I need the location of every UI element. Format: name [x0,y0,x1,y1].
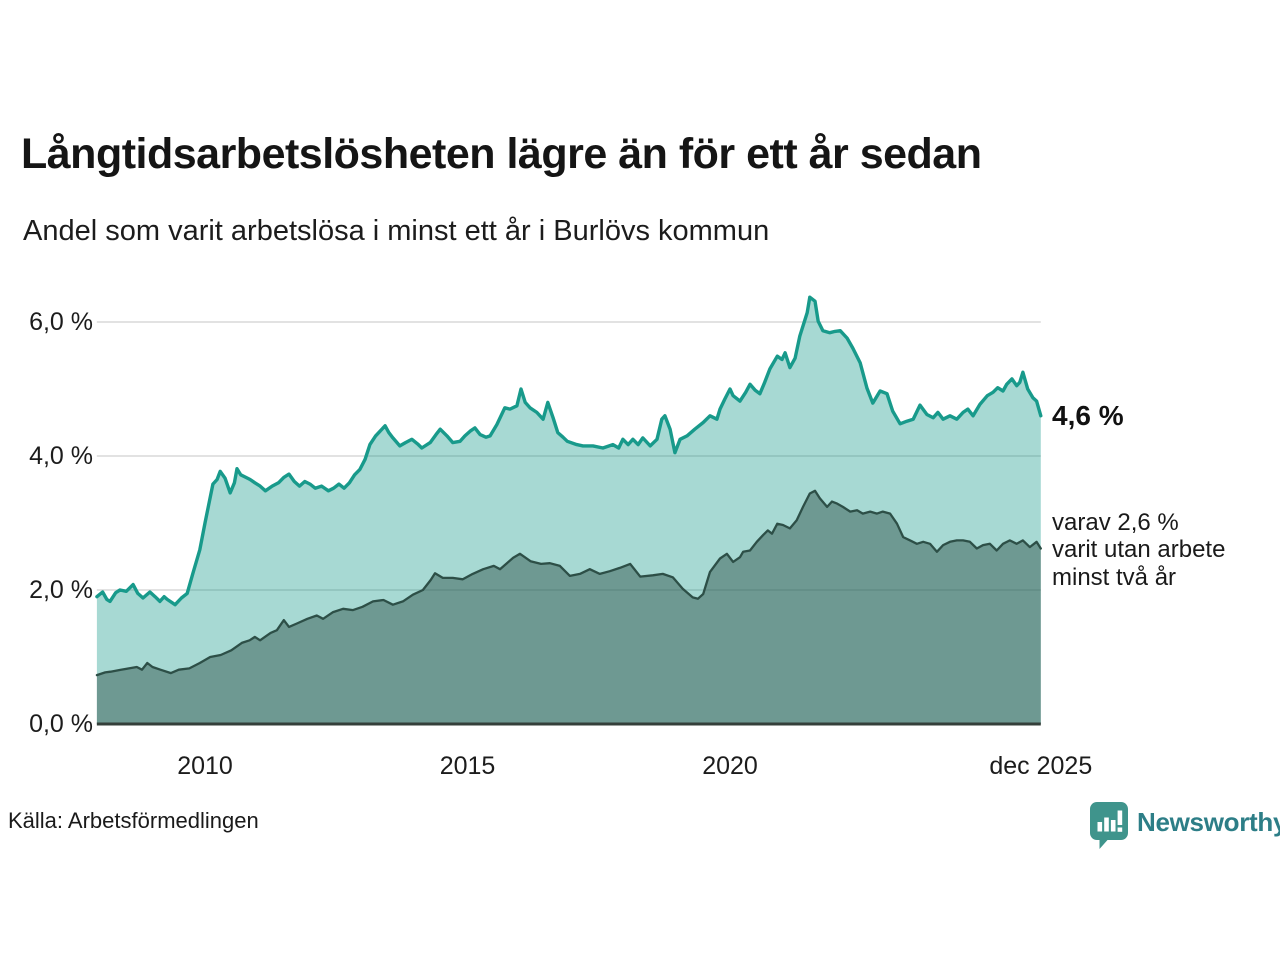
series-line-0 [95,295,1043,607]
y-tick-label: 4,0 % [29,442,93,470]
y-tick-label: 2,0 % [29,576,93,604]
annotation-two-years: varav 2,6 % varit utan arbete minst två år [1052,509,1225,592]
series-area-0 [96,297,1041,724]
annotation-line: minst två år [1052,563,1177,591]
x-tick-label: 2020 [702,752,758,780]
end-value-label-total: 4,6 % [1052,399,1124,431]
series-area-1 [96,490,1041,724]
newsworthy-logo[interactable]: Newsworthy [1088,800,1280,855]
page-subtitle: Andel som varit arbetslösa i minst ett å… [23,215,770,247]
newsworthy-bubble-chart-icon [1088,800,1130,855]
annotation-line: varav 2,6 % [1052,508,1179,536]
source-credit: Källa: Arbetsförmedlingen [8,808,259,833]
annotation-line: varit utan arbete [1052,536,1226,564]
newsworthy-logo-text: Newsworthy [1137,807,1280,837]
x-tick-label: 2010 [177,752,233,780]
x-tick-label: 2015 [439,752,496,780]
y-tick-label: 6,0 % [29,308,93,336]
x-tick-label: dec 2025 [989,752,1093,780]
series-line-1 [95,489,1042,677]
y-tick-label: 0,0 % [29,710,93,738]
page-title: Långtidsarbetslösheten lägre än för ett … [21,130,982,178]
